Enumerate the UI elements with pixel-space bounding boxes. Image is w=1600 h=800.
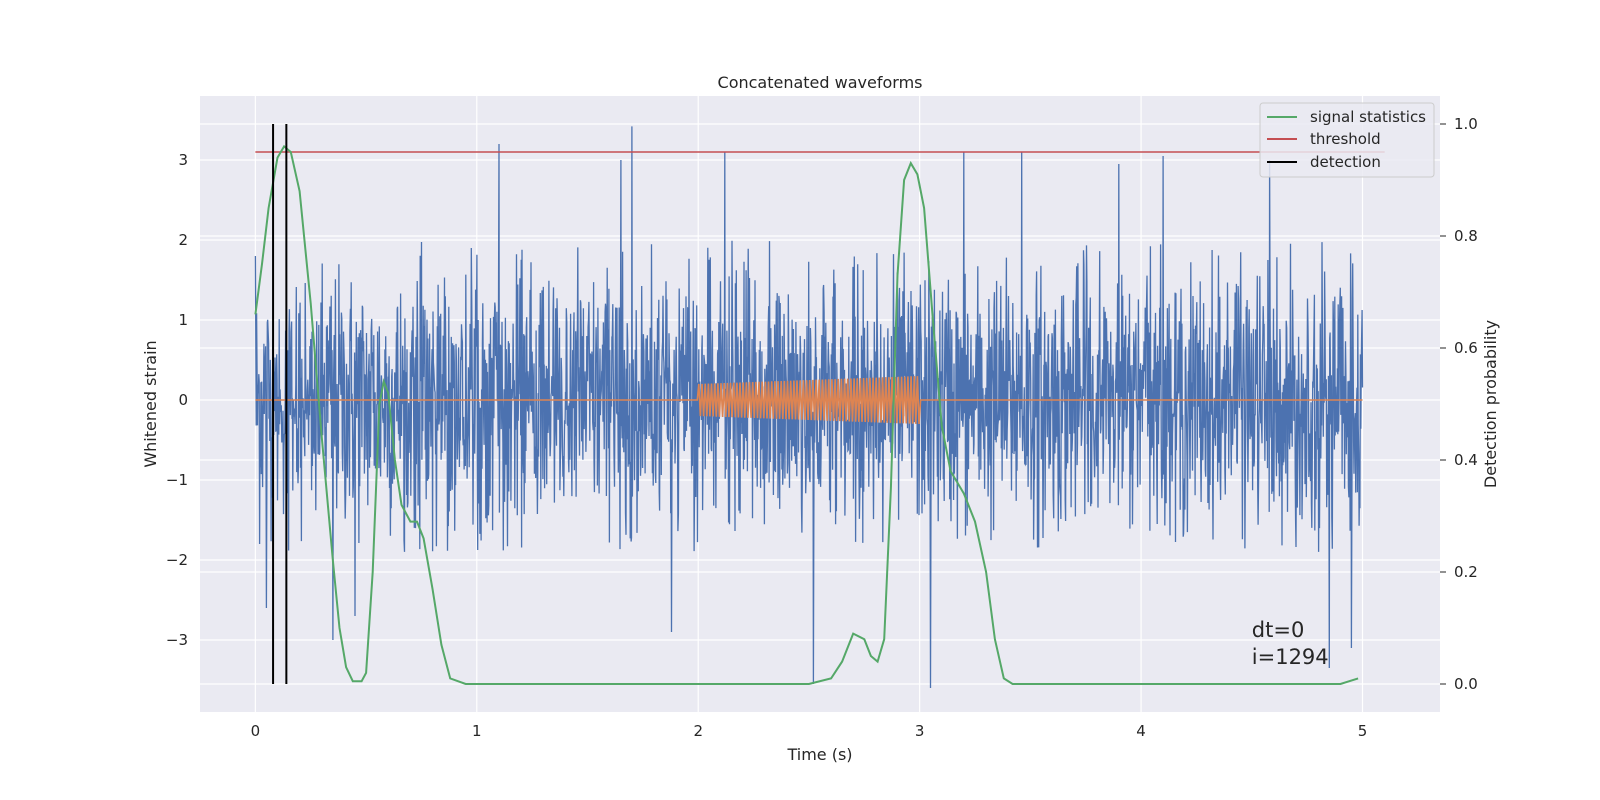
legend: signal statistics threshold detection [1259,102,1435,178]
y-tick-label: 2 [178,231,188,249]
x-axis-label: Time (s) [786,745,852,764]
y2-tick-label: 0.4 [1454,451,1478,469]
x-tick-label: 0 [251,722,261,740]
x-ticks: 0 1 2 3 4 5 [251,722,1368,740]
y2-tick-label: 0.2 [1454,563,1478,581]
annotation-dt: dt=0 [1252,618,1305,642]
y-tick-label: 0 [178,391,188,409]
series-layer [254,124,1385,689]
y-tick-label: −2 [166,551,188,569]
x-tick-label: 3 [915,722,925,740]
legend-label-detection: detection [1310,153,1381,171]
y-ticks: −3 −2 −1 0 1 2 3 [166,151,188,649]
y2-axis-label: Detection probability [1481,320,1500,488]
annotation-index: i=1294 [1252,645,1329,669]
x-tick-label: 2 [693,722,703,740]
y2-ticks: 0.0 0.2 0.4 0.6 0.8 1.0 [1440,115,1478,693]
strain-noise-line [254,126,1364,689]
x-tick-label: 5 [1358,722,1368,740]
y2-tick-label: 0.6 [1454,339,1478,357]
y2-tick-label: 0.0 [1454,675,1478,693]
legend-label-signal-statistics: signal statistics [1310,108,1426,126]
y-tick-label: −3 [166,631,188,649]
y2-tick-label: 0.8 [1454,227,1478,245]
y-tick-label: −1 [166,471,188,489]
y2-tick-label: 1.0 [1454,115,1478,133]
x-tick-label: 1 [472,722,482,740]
chart-title: Concatenated waveforms [718,73,923,92]
y-tick-label: 3 [178,151,188,169]
legend-label-threshold: threshold [1310,130,1381,148]
legend-box [1259,102,1435,178]
y-tick-label: 1 [178,311,188,329]
x-tick-label: 4 [1136,722,1146,740]
signal-statistics-line [254,144,1359,685]
injection-line [255,376,1363,425]
y-axis-label: Whitened strain [141,340,160,467]
